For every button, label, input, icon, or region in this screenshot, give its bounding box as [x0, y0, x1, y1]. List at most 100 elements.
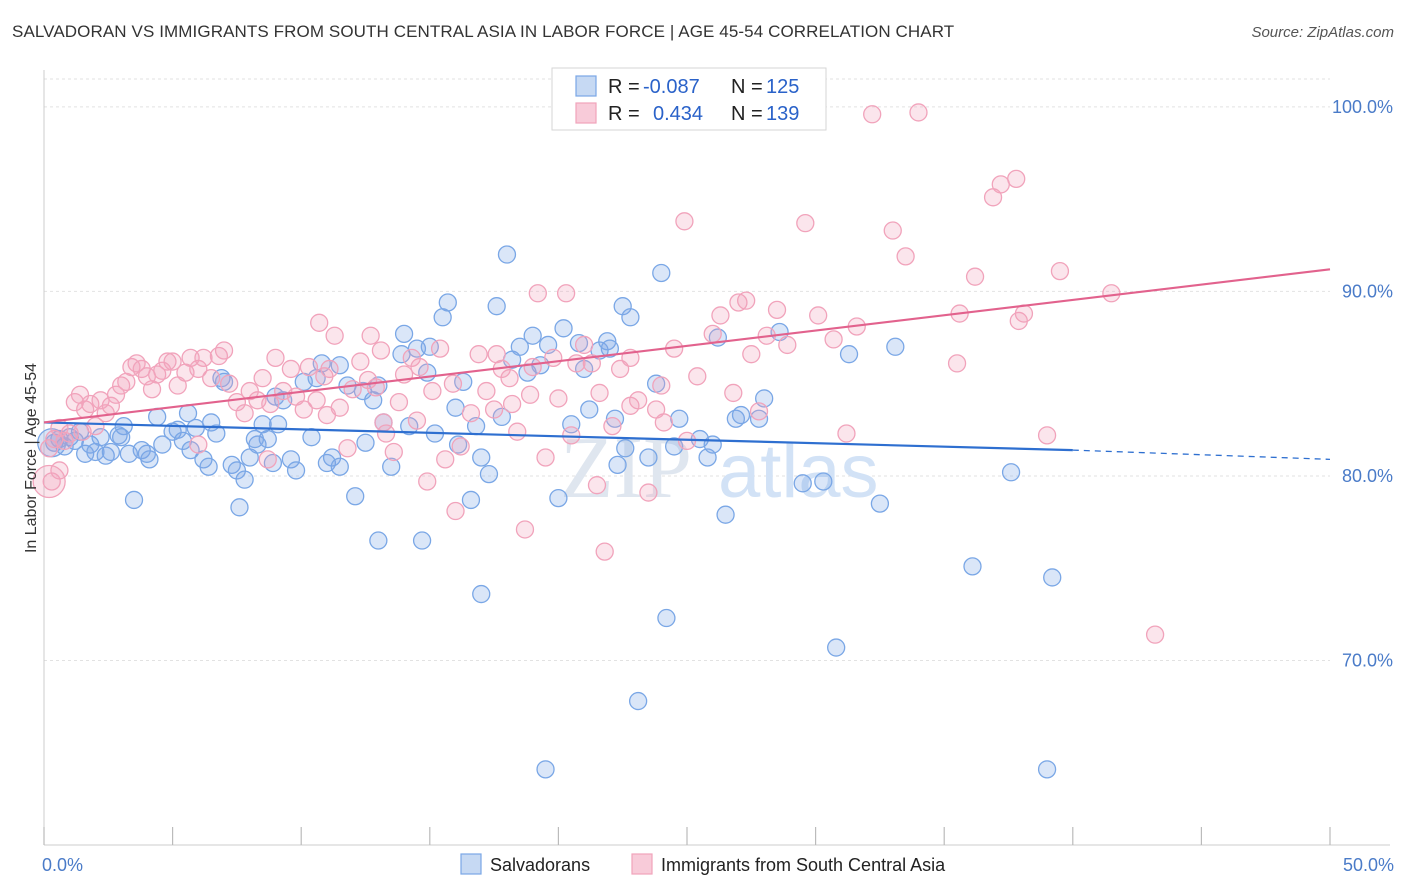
- south-central-asia-point: [1102, 284, 1121, 303]
- south-central-asia-point: [194, 348, 213, 368]
- salvadorans-point: [1001, 463, 1021, 482]
- south-central-asia-point: [106, 385, 126, 404]
- salvadorans-point: [608, 455, 627, 475]
- south-central-asia-point: [528, 284, 547, 303]
- salvadorans-point: [153, 435, 172, 454]
- source-label: Source: ZipAtlas.com: [1251, 24, 1394, 41]
- salvadorans-point: [621, 308, 640, 327]
- salvadorans-point: [703, 435, 722, 454]
- south-central-asia-point: [317, 405, 337, 425]
- salvadorans-point: [628, 691, 648, 711]
- series-south-central-asia-points: [32, 99, 1165, 644]
- south-central-asia-point: [520, 385, 540, 404]
- south-central-asia-point: [883, 221, 902, 240]
- x-tick-label-max: 50.0%: [1343, 855, 1394, 875]
- south-central-asia-point: [562, 426, 581, 445]
- south-central-asia-point: [202, 369, 221, 388]
- salvadorans-point: [472, 584, 491, 604]
- south-central-asia-point: [749, 402, 769, 421]
- south-central-asia-point: [461, 404, 481, 423]
- stats-r-label-2: R =: [608, 103, 640, 125]
- axes: [43, 70, 1390, 846]
- south-central-asia-point: [320, 359, 339, 379]
- south-central-asia-point: [574, 335, 594, 355]
- salvadorans-point: [1043, 568, 1062, 587]
- salvadorans-point: [258, 429, 277, 449]
- salvadorans-point: [479, 464, 499, 484]
- legend-swatch-salvadorans: [460, 853, 482, 875]
- south-central-asia-point: [947, 354, 967, 373]
- south-central-asia-point: [214, 341, 234, 360]
- trend-lines: [43, 268, 1331, 460]
- salvadorans-point: [472, 448, 491, 467]
- salvadorans-point: [793, 474, 812, 493]
- x-axis-ticks: [43, 827, 1331, 845]
- south-central-asia-point: [73, 422, 92, 441]
- salvadorans-point: [716, 505, 735, 524]
- south-central-asia-point: [418, 472, 437, 491]
- south-central-asia-point: [374, 413, 393, 432]
- y-axis-label: In Labor Force | Age 45-54: [23, 363, 40, 553]
- south-central-asia-point: [127, 354, 146, 373]
- stats-r-label-1: R =: [608, 76, 640, 98]
- salvadorans-point: [137, 444, 157, 463]
- salvadorans-point: [605, 409, 625, 428]
- salvadorans-point: [302, 428, 321, 447]
- y-tick-label-70: 70.0%: [1342, 650, 1393, 670]
- south-central-asia-point-large: [32, 464, 66, 499]
- salvadorans-point: [827, 638, 846, 657]
- salvadorans-point: [412, 531, 432, 550]
- salvadorans-point: [382, 457, 401, 476]
- salvadorans-point: [173, 431, 193, 451]
- salvadorans-point: [207, 424, 226, 443]
- stats-swatch-south-central-asia: [575, 102, 597, 124]
- south-central-asia-point: [711, 306, 730, 325]
- south-central-asia-point: [508, 422, 527, 441]
- salvadorans-point: [492, 407, 511, 427]
- south-central-asia-point: [628, 391, 648, 410]
- salvadorans-point: [731, 405, 751, 425]
- salvadorans-point: [749, 409, 769, 428]
- south-central-asia-point: [423, 381, 442, 401]
- y-tick-label-80: 80.0%: [1342, 466, 1393, 486]
- south-central-asia-point: [163, 352, 182, 371]
- south-central-asia-point: [307, 391, 326, 410]
- salvadorans-point: [268, 415, 288, 434]
- south-central-asia-point: [299, 357, 319, 377]
- south-central-asia-point: [443, 374, 463, 393]
- salvadorans-point: [487, 297, 506, 316]
- south-central-asia-point: [703, 324, 722, 344]
- salvadorans-point: [101, 442, 121, 462]
- stats-r-value-1: -0.087: [643, 76, 700, 98]
- south-central-asia-point: [778, 335, 797, 355]
- salvadorans-point: [369, 531, 388, 550]
- south-central-asia-point: [1145, 625, 1165, 644]
- salvadorans-point: [202, 413, 221, 432]
- south-central-asia-point: [590, 383, 609, 403]
- south-central-asia-point: [376, 424, 396, 443]
- salvadorans-point: [839, 345, 859, 364]
- south-central-asia-point: [487, 345, 506, 364]
- south-central-asia-point: [240, 381, 259, 401]
- south-central-asia-point: [294, 400, 313, 419]
- south-central-asia-point: [1007, 169, 1026, 189]
- south-central-asia-point: [582, 354, 601, 373]
- salvadorans-point: [91, 428, 110, 447]
- stats-n-value-2: 139: [766, 103, 799, 125]
- stats-swatch-salvadorans: [575, 75, 597, 97]
- salvadorans-point: [549, 488, 568, 508]
- y-axis-tick-labels: 70.0% 80.0% 90.0% 100.0%: [1332, 97, 1393, 671]
- salvadorans-point: [598, 332, 617, 351]
- south-central-asia-point: [338, 439, 357, 458]
- south-central-asia-point: [502, 394, 522, 414]
- salvadorans-point: [330, 356, 349, 375]
- south-central-asia-point: [837, 424, 856, 443]
- south-central-asia-point: [253, 369, 272, 388]
- salvadorans-point: [1037, 760, 1057, 779]
- south-central-asia-point: [343, 380, 362, 399]
- south-central-asia-point: [189, 435, 208, 454]
- south-central-asia-point: [407, 411, 427, 430]
- gridlines: [44, 78, 1330, 661]
- salvadorans-point: [186, 418, 205, 438]
- salvadorans-point: [814, 472, 833, 491]
